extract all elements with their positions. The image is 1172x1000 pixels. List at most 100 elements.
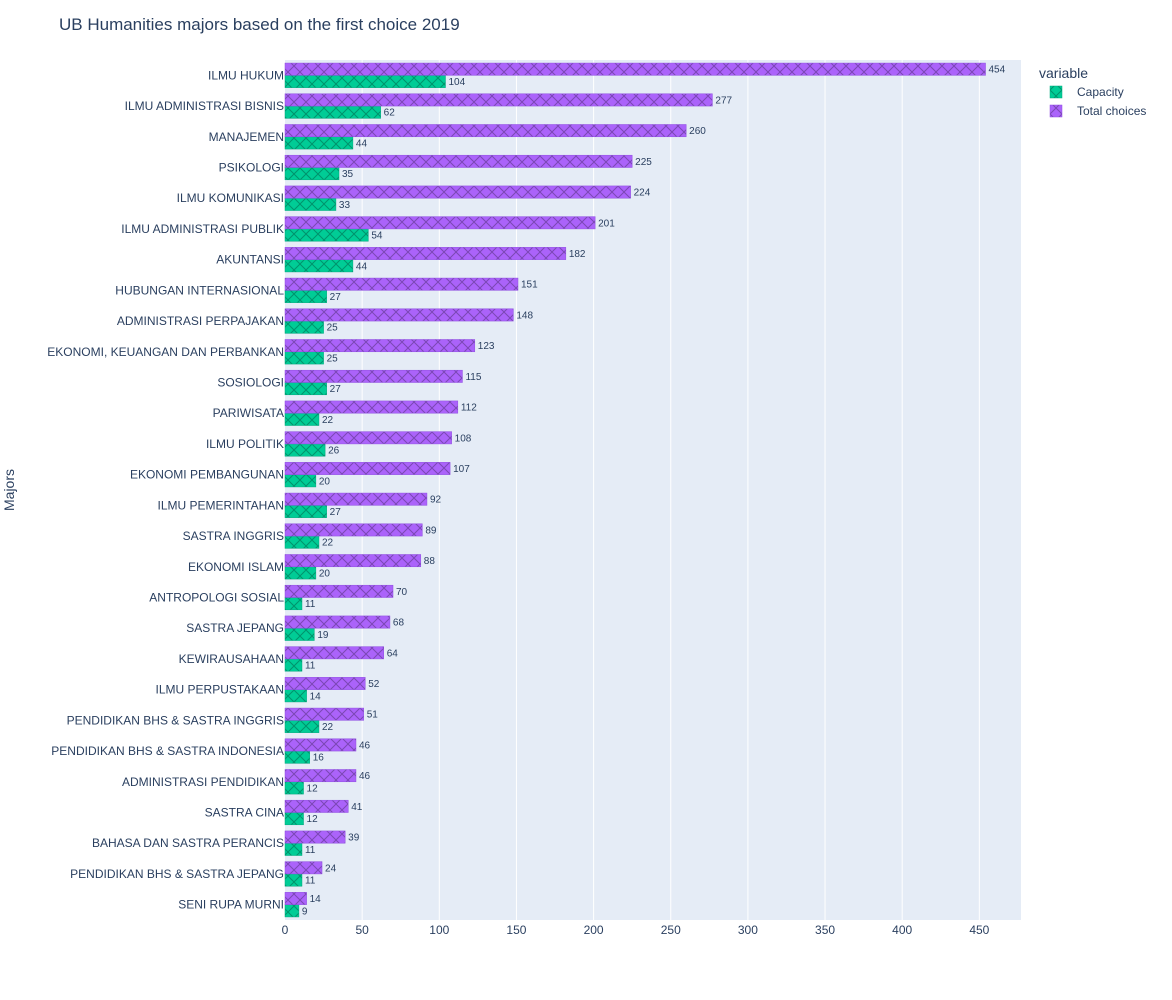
category-label: SASTRA INGGRIS xyxy=(183,529,284,543)
category-label: SASTRA CINA xyxy=(205,806,284,820)
y-axis-label: Majors xyxy=(1,469,17,511)
data-label: 148 xyxy=(516,310,533,321)
legend-swatch-capacity xyxy=(1049,85,1063,99)
data-label: 64 xyxy=(387,648,399,659)
bar-capacity xyxy=(284,781,304,795)
bar-capacity xyxy=(284,566,317,580)
bar-total-choices xyxy=(284,369,463,383)
category-label: ILMU KOMUNIKASI xyxy=(177,191,284,205)
bar-capacity xyxy=(284,228,369,242)
data-label: 16 xyxy=(313,753,325,764)
bar-total-choices xyxy=(284,646,385,660)
data-label: 104 xyxy=(448,77,465,88)
x-tick-label: 100 xyxy=(429,923,449,937)
bar-capacity xyxy=(284,750,310,764)
data-label: 52 xyxy=(368,679,380,690)
legend-label: Capacity xyxy=(1077,85,1124,99)
bar-total-choices xyxy=(284,554,422,568)
data-label: 112 xyxy=(461,403,477,414)
category-label: BAHASA DAN SASTRA PERANCIS xyxy=(92,836,284,850)
data-label: 41 xyxy=(351,802,363,813)
bar-total-choices xyxy=(284,677,366,690)
category-label: EKONOMI, KEUANGAN DAN PERBANKAN xyxy=(47,345,284,359)
data-label: 108 xyxy=(455,433,472,444)
bar-total-choices xyxy=(284,799,349,813)
data-label: 123 xyxy=(478,341,495,352)
bar-total-choices xyxy=(284,247,567,260)
data-label: 25 xyxy=(327,323,339,334)
category-label: SENI RUPA MURNI xyxy=(178,898,284,912)
legend: variable Capacity Total choices xyxy=(1039,65,1146,118)
category-label: ILMU POLITIK xyxy=(206,437,284,451)
data-label: 70 xyxy=(396,587,408,598)
data-label: 27 xyxy=(330,292,342,303)
data-label: 51 xyxy=(367,710,379,721)
chart-title: UB Humanities majors based on the first … xyxy=(59,15,460,34)
data-label: 89 xyxy=(425,525,437,536)
data-label: 46 xyxy=(359,740,371,751)
data-label: 22 xyxy=(322,415,334,426)
category-label: PENDIDIKAN BHS & SASTRA INDONESIA xyxy=(51,744,284,758)
data-label: 62 xyxy=(384,108,396,119)
category-label: EKONOMI PEMBANGUNAN xyxy=(130,468,284,482)
category-label: ADMINISTRASI PERPAJAKAN xyxy=(117,314,284,328)
x-tick-label: 0 xyxy=(282,923,289,937)
category-label: ADMINISTRASI PENDIDIKAN xyxy=(122,775,284,789)
data-label: 20 xyxy=(319,476,331,487)
category-label: KEWIRAUSAHAAN xyxy=(179,652,284,666)
bar-capacity xyxy=(284,505,327,518)
bar-capacity xyxy=(284,535,320,549)
data-label: 88 xyxy=(424,556,436,567)
category-label: ANTROPOLOGI SOSIAL xyxy=(149,591,284,605)
category-label: PENDIDIKAN BHS & SASTRA JEPANG xyxy=(70,867,284,881)
category-label: ILMU PERPUSTAKAAN xyxy=(156,683,284,697)
category-label: SOSIOLOGI xyxy=(217,376,284,390)
bar-capacity xyxy=(284,197,337,211)
data-label: 20 xyxy=(319,568,331,579)
bar-total-choices xyxy=(284,216,596,230)
bar-capacity xyxy=(284,105,381,119)
value-axis: 0 50 100 150 200 250 300 350 400 450 xyxy=(282,923,990,937)
bar-total-choices xyxy=(284,738,357,752)
data-label: 115 xyxy=(465,372,481,383)
plot-area xyxy=(285,60,1021,920)
x-tick-label: 300 xyxy=(738,923,758,937)
data-label: 9 xyxy=(302,906,308,917)
bar-total-choices xyxy=(284,62,986,76)
data-label: 11 xyxy=(305,599,316,610)
x-tick-label: 200 xyxy=(584,923,604,937)
data-label: 201 xyxy=(598,218,615,229)
x-tick-label: 250 xyxy=(661,923,681,937)
bar-total-choices xyxy=(284,615,391,629)
data-label: 151 xyxy=(521,280,538,291)
data-label: 11 xyxy=(305,876,316,887)
data-label: 44 xyxy=(356,138,368,149)
data-label: 14 xyxy=(310,691,322,702)
bar-total-choices xyxy=(284,769,357,783)
data-label: 224 xyxy=(634,188,651,199)
x-tick-label: 450 xyxy=(969,923,989,937)
bar-capacity xyxy=(284,412,320,426)
category-label: HUBUNGAN INTERNASIONAL xyxy=(115,283,284,297)
bars xyxy=(284,62,986,918)
data-label: 225 xyxy=(635,157,652,168)
category-label: AKUNTANSI xyxy=(216,253,284,267)
bar-capacity xyxy=(284,474,317,488)
bar-total-choices xyxy=(284,124,687,138)
bar-capacity xyxy=(284,658,303,672)
bar-total-choices xyxy=(284,892,307,905)
category-label: MANAJEMEN xyxy=(209,130,284,144)
x-tick-label: 400 xyxy=(892,923,912,937)
data-label: 35 xyxy=(342,169,354,180)
bar-capacity xyxy=(284,873,303,887)
category-label: ILMU ADMINISTRASI PUBLIK xyxy=(121,222,284,236)
bar-total-choices xyxy=(284,462,451,475)
data-label: 24 xyxy=(325,863,337,874)
bar-total-choices xyxy=(284,308,514,322)
data-label: 107 xyxy=(453,464,470,475)
category-label: ILMU ADMINISTRASI BISNIS xyxy=(125,99,284,113)
bar-total-choices xyxy=(284,584,394,598)
bar-total-choices xyxy=(284,339,476,353)
data-label: 12 xyxy=(307,814,319,825)
